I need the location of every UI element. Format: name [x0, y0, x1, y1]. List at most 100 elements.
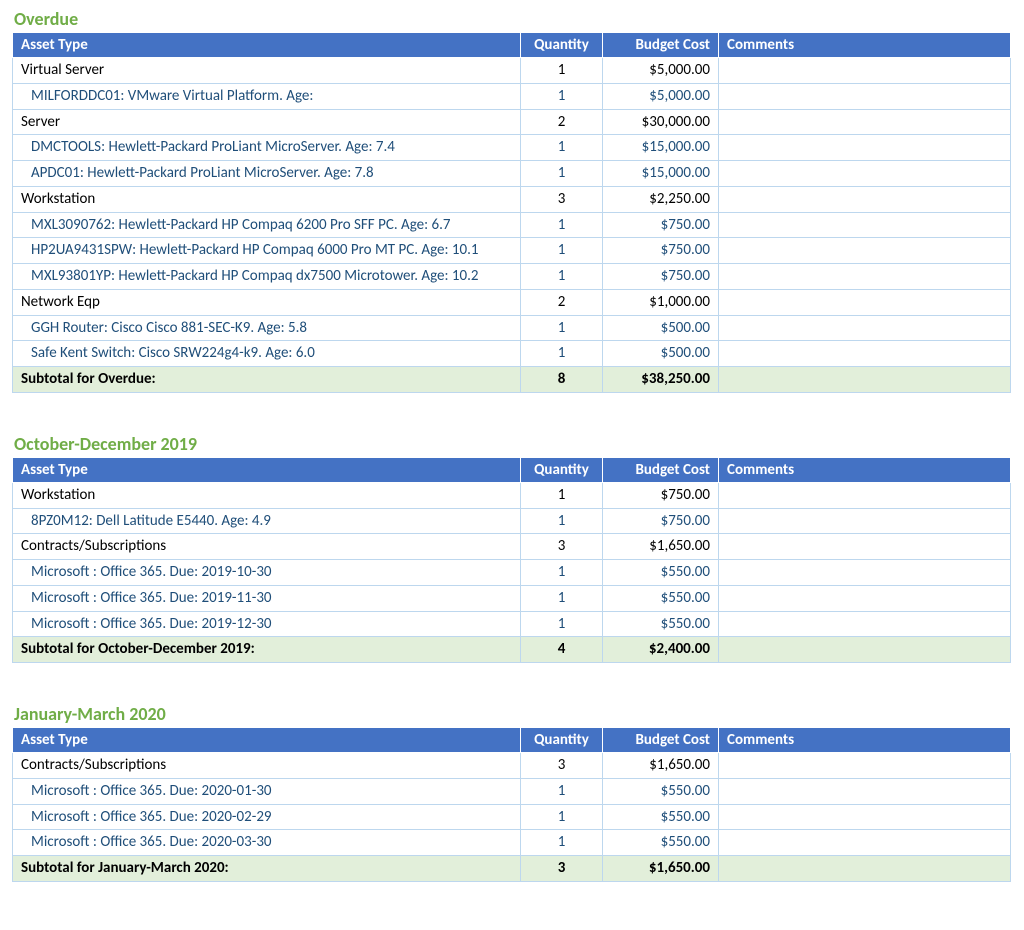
cell-budget-cost: $15,000.00	[603, 135, 719, 161]
cell-budget-cost: $550.00	[603, 830, 719, 856]
cell-quantity: 1	[521, 83, 603, 109]
subtotal-comments	[719, 856, 1011, 882]
cell-budget-cost: $1,000.00	[603, 289, 719, 315]
subtotal-cost: $2,400.00	[603, 637, 719, 663]
cell-asset: MILFORDDC01: VMware Virtual Platform. Ag…	[13, 83, 521, 109]
cell-comments	[719, 482, 1011, 508]
table-header-row: Asset TypeQuantityBudget CostComments	[13, 457, 1011, 482]
cell-asset: Workstation	[13, 482, 521, 508]
col-asset: Asset Type	[13, 728, 521, 753]
cell-comments	[719, 238, 1011, 264]
subtotal-comments	[719, 637, 1011, 663]
cell-comments	[719, 83, 1011, 109]
col-budget-cost: Budget Cost	[603, 728, 719, 753]
item-row: GGH Router: Cisco Cisco 881-SEC-K9. Age:…	[13, 315, 1011, 341]
cell-comments	[719, 135, 1011, 161]
cell-quantity: 1	[521, 830, 603, 856]
cell-comments	[719, 264, 1011, 290]
cell-budget-cost: $750.00	[603, 508, 719, 534]
item-row: APDC01: Hewlett-Packard ProLiant MicroSe…	[13, 161, 1011, 187]
col-asset: Asset Type	[13, 457, 521, 482]
cell-asset: GGH Router: Cisco Cisco 881-SEC-K9. Age:…	[13, 315, 521, 341]
cell-budget-cost: $750.00	[603, 212, 719, 238]
cell-asset: Server	[13, 109, 521, 135]
cell-asset: Microsoft : Office 365. Due: 2020-01-30	[13, 778, 521, 804]
col-comments: Comments	[719, 728, 1011, 753]
cell-quantity: 1	[521, 264, 603, 290]
cell-budget-cost: $5,000.00	[603, 83, 719, 109]
item-row: Microsoft : Office 365. Due: 2019-10-301…	[13, 560, 1011, 586]
item-row: HP2UA9431SPW: Hewlett-Packard HP Compaq …	[13, 238, 1011, 264]
cell-asset: Safe Kent Switch: Cisco SRW224g4-k9. Age…	[13, 341, 521, 367]
col-quantity: Quantity	[521, 33, 603, 58]
report-table: Asset TypeQuantityBudget CostCommentsCon…	[12, 727, 1011, 882]
cell-asset: DMCTOOLS: Hewlett-Packard ProLiant Micro…	[13, 135, 521, 161]
cell-asset: Contracts/Subscriptions	[13, 534, 521, 560]
cell-budget-cost: $550.00	[603, 611, 719, 637]
cell-comments	[719, 830, 1011, 856]
item-row: Microsoft : Office 365. Due: 2020-03-301…	[13, 830, 1011, 856]
item-row: MXL93801YP: Hewlett-Packard HP Compaq dx…	[13, 264, 1011, 290]
subtotal-quantity: 3	[521, 856, 603, 882]
table-header-row: Asset TypeQuantityBudget CostComments	[13, 728, 1011, 753]
category-row: Contracts/Subscriptions3$1,650.00	[13, 753, 1011, 779]
cell-comments	[719, 804, 1011, 830]
cell-quantity: 2	[521, 109, 603, 135]
col-budget-cost: Budget Cost	[603, 457, 719, 482]
cell-asset: MXL3090762: Hewlett-Packard HP Compaq 62…	[13, 212, 521, 238]
cell-asset: Virtual Server	[13, 58, 521, 84]
subtotal-cost: $1,650.00	[603, 856, 719, 882]
cell-budget-cost: $15,000.00	[603, 161, 719, 187]
col-comments: Comments	[719, 457, 1011, 482]
cell-asset: Microsoft : Office 365. Due: 2020-03-30	[13, 830, 521, 856]
subtotal-cost: $38,250.00	[603, 367, 719, 393]
cell-budget-cost: $1,650.00	[603, 534, 719, 560]
report-table: Asset TypeQuantityBudget CostCommentsWor…	[12, 457, 1011, 663]
cell-asset: APDC01: Hewlett-Packard ProLiant MicroSe…	[13, 161, 521, 187]
col-budget-cost: Budget Cost	[603, 33, 719, 58]
subtotal-row: Subtotal for January-March 2020:3$1,650.…	[13, 856, 1011, 882]
category-row: Network Eqp2$1,000.00	[13, 289, 1011, 315]
cell-budget-cost: $5,000.00	[603, 58, 719, 84]
cell-budget-cost: $550.00	[603, 560, 719, 586]
cell-asset: Workstation	[13, 186, 521, 212]
item-row: MXL3090762: Hewlett-Packard HP Compaq 62…	[13, 212, 1011, 238]
section-title: Overdue	[14, 8, 1012, 30]
cell-budget-cost: $550.00	[603, 778, 719, 804]
cell-quantity: 1	[521, 212, 603, 238]
subtotal-comments	[719, 367, 1011, 393]
cell-comments	[719, 560, 1011, 586]
cell-quantity: 2	[521, 289, 603, 315]
category-row: Workstation1$750.00	[13, 482, 1011, 508]
cell-comments	[719, 778, 1011, 804]
cell-asset: HP2UA9431SPW: Hewlett-Packard HP Compaq …	[13, 238, 521, 264]
subtotal-row: Subtotal for Overdue:8$38,250.00	[13, 367, 1011, 393]
cell-asset: Microsoft : Office 365. Due: 2020-02-29	[13, 804, 521, 830]
category-row: Workstation3$2,250.00	[13, 186, 1011, 212]
cell-comments	[719, 341, 1011, 367]
item-row: Microsoft : Office 365. Due: 2019-12-301…	[13, 611, 1011, 637]
cell-quantity: 3	[521, 186, 603, 212]
cell-budget-cost: $750.00	[603, 264, 719, 290]
cell-comments	[719, 109, 1011, 135]
item-row: Microsoft : Office 365. Due: 2019-11-301…	[13, 585, 1011, 611]
item-row: Microsoft : Office 365. Due: 2020-02-291…	[13, 804, 1011, 830]
subtotal-label: Subtotal for Overdue:	[13, 367, 521, 393]
cell-comments	[719, 315, 1011, 341]
category-row: Server2$30,000.00	[13, 109, 1011, 135]
subtotal-quantity: 4	[521, 637, 603, 663]
cell-quantity: 1	[521, 482, 603, 508]
subtotal-label: Subtotal for January-March 2020:	[13, 856, 521, 882]
category-row: Contracts/Subscriptions3$1,650.00	[13, 534, 1011, 560]
category-row: Virtual Server1$5,000.00	[13, 58, 1011, 84]
cell-comments	[719, 161, 1011, 187]
cell-quantity: 3	[521, 753, 603, 779]
cell-quantity: 1	[521, 560, 603, 586]
cell-asset: Microsoft : Office 365. Due: 2019-11-30	[13, 585, 521, 611]
cell-asset: Contracts/Subscriptions	[13, 753, 521, 779]
subtotal-quantity: 8	[521, 367, 603, 393]
cell-quantity: 1	[521, 611, 603, 637]
cell-quantity: 1	[521, 58, 603, 84]
item-row: 8PZ0M12: Dell Latitude E5440. Age: 4.91$…	[13, 508, 1011, 534]
col-quantity: Quantity	[521, 457, 603, 482]
